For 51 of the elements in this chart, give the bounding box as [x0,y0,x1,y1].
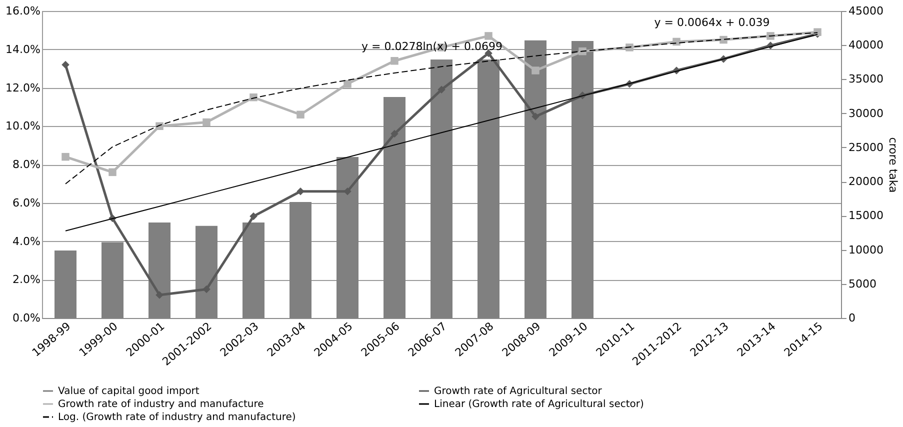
point [532,112,540,120]
point [202,285,210,294]
legend-label: Growth rate of industry and manufacture [58,399,264,410]
annotation: y = 0.0278ln(x) + 0.0699 [361,40,503,53]
y-tick-label: 0.0% [12,312,40,324]
y-tick-label: 6.0% [12,196,40,210]
y2-axis-title: crore taka [886,137,900,193]
point [438,86,446,94]
y2-tick-label: 10000 [848,243,884,256]
y-tick-label: 16.0% [6,4,40,18]
point [344,80,352,88]
point [484,32,492,40]
point [390,57,398,65]
point [390,130,398,138]
y2-tick-label: 25000 [848,140,884,154]
point [156,122,164,130]
y2-tick-label: 45000 [848,4,884,18]
legend-label: Linear (Growth rate of Agricultural sector) [434,399,644,410]
point [578,47,586,56]
y-tick-label: 12.0% [6,81,40,94]
y2-tick-label: 15000 [848,209,884,222]
point [532,66,540,74]
point [344,187,352,196]
point [250,212,258,220]
y2-tick-label: 20000 [848,175,884,188]
y-tick-label: 10.0% [6,120,40,133]
legend-label: Log. (Growth rate of industry and manufacture) [58,412,296,423]
y2-tick-label: 40000 [848,38,884,52]
point [720,36,728,44]
point [766,32,774,40]
point [672,38,680,46]
y2-tick-label: 5000 [848,277,876,290]
y-tick-label: 14.0% [6,42,40,56]
y-tick-label: 8.0% [12,158,40,171]
point [250,93,258,102]
y-tick-label: 4.0% [12,234,40,248]
annotation: y = 0.0064x + 0.039 [654,16,770,29]
point [108,168,116,176]
point [296,110,304,118]
point [202,118,210,126]
y-tick-label: 2.0% [12,273,40,286]
point [626,44,634,52]
y2-tick-label: 0 [848,312,856,324]
point [62,152,70,161]
point [62,60,70,69]
point [156,291,164,299]
legend-label: Growth rate of Agricultural sector [434,386,603,397]
y2-tick-label: 35000 [848,72,884,86]
legend-label: Value of capital good import [58,386,200,397]
y2-tick-label: 30000 [848,106,884,120]
point [296,187,304,196]
